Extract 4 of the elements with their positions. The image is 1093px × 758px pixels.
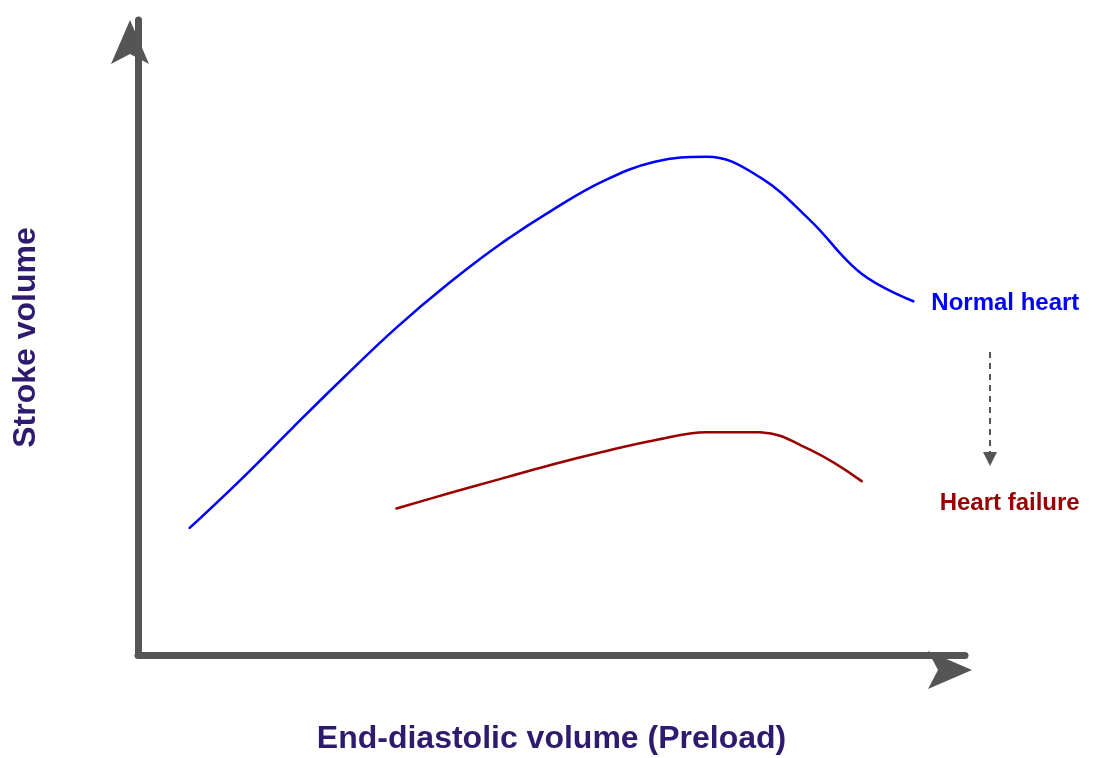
x-axis-title: End-diastolic volume (Preload)	[316, 719, 787, 755]
text: Heart failure	[939, 487, 1080, 515]
y-axis-title: Stroke volume	[6, 227, 42, 448]
series-label: Normal heart	[931, 287, 1080, 315]
